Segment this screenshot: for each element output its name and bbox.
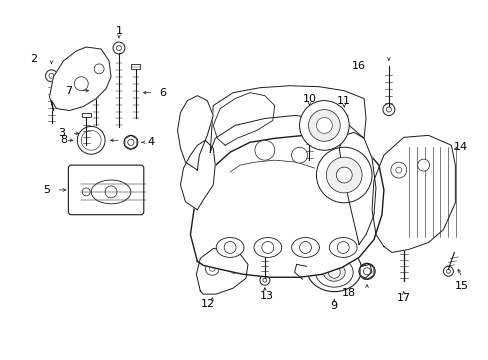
Polygon shape xyxy=(177,96,213,170)
Circle shape xyxy=(74,77,88,91)
Ellipse shape xyxy=(216,238,244,257)
Circle shape xyxy=(299,100,348,150)
Circle shape xyxy=(224,242,236,253)
Ellipse shape xyxy=(253,238,281,257)
Circle shape xyxy=(77,126,105,154)
Circle shape xyxy=(259,275,269,285)
Polygon shape xyxy=(213,93,274,145)
Circle shape xyxy=(386,107,390,112)
Bar xyxy=(81,113,90,117)
Circle shape xyxy=(89,55,103,69)
Circle shape xyxy=(325,157,361,193)
Text: 17: 17 xyxy=(396,293,410,303)
FancyBboxPatch shape xyxy=(68,165,143,215)
Circle shape xyxy=(205,261,219,275)
Circle shape xyxy=(308,109,340,141)
Circle shape xyxy=(81,130,101,150)
Text: 5: 5 xyxy=(43,185,50,195)
Circle shape xyxy=(364,268,369,274)
Circle shape xyxy=(262,242,273,253)
Circle shape xyxy=(209,265,215,271)
Circle shape xyxy=(127,139,134,145)
Bar xyxy=(339,105,348,111)
Circle shape xyxy=(94,59,99,64)
Bar xyxy=(398,239,408,247)
Text: 18: 18 xyxy=(342,288,356,298)
Circle shape xyxy=(94,64,104,74)
Bar xyxy=(131,64,140,69)
Circle shape xyxy=(45,70,57,82)
Circle shape xyxy=(86,135,96,145)
Ellipse shape xyxy=(91,180,131,204)
Text: 14: 14 xyxy=(453,142,468,152)
Ellipse shape xyxy=(306,247,361,292)
Text: 11: 11 xyxy=(337,96,350,105)
Circle shape xyxy=(229,264,239,273)
Circle shape xyxy=(382,104,394,116)
Circle shape xyxy=(299,242,311,253)
Ellipse shape xyxy=(315,257,352,287)
Circle shape xyxy=(316,147,371,203)
Text: 12: 12 xyxy=(201,299,215,309)
Circle shape xyxy=(303,156,315,168)
Circle shape xyxy=(358,264,374,279)
Polygon shape xyxy=(339,132,375,244)
Circle shape xyxy=(417,159,428,171)
Circle shape xyxy=(254,140,274,160)
Circle shape xyxy=(336,167,351,183)
Circle shape xyxy=(446,269,449,273)
Circle shape xyxy=(49,73,54,78)
Text: 10: 10 xyxy=(302,94,316,104)
Circle shape xyxy=(316,117,332,133)
Text: 6: 6 xyxy=(159,88,166,98)
Ellipse shape xyxy=(328,238,356,257)
Circle shape xyxy=(82,188,90,196)
Circle shape xyxy=(116,46,121,50)
Ellipse shape xyxy=(323,264,345,281)
Ellipse shape xyxy=(291,238,319,257)
Circle shape xyxy=(358,264,374,279)
Text: 2: 2 xyxy=(30,54,37,64)
Text: 13: 13 xyxy=(259,291,273,301)
Circle shape xyxy=(443,266,452,276)
Text: 8: 8 xyxy=(60,135,67,145)
Polygon shape xyxy=(180,140,215,210)
Circle shape xyxy=(113,42,124,54)
Text: 16: 16 xyxy=(351,61,366,71)
Circle shape xyxy=(306,159,311,165)
Polygon shape xyxy=(210,86,366,152)
Polygon shape xyxy=(371,135,454,252)
Polygon shape xyxy=(190,135,383,277)
Text: 9: 9 xyxy=(330,301,337,311)
Text: 15: 15 xyxy=(454,281,468,291)
Circle shape xyxy=(390,162,406,178)
Circle shape xyxy=(337,242,348,253)
Circle shape xyxy=(395,167,401,173)
Circle shape xyxy=(232,266,236,270)
Text: 4: 4 xyxy=(147,137,154,147)
Circle shape xyxy=(105,186,117,198)
Circle shape xyxy=(363,268,370,275)
Text: 3: 3 xyxy=(58,129,65,138)
Polygon shape xyxy=(49,47,111,111)
Text: 7: 7 xyxy=(65,86,72,96)
Circle shape xyxy=(327,266,340,278)
Circle shape xyxy=(291,147,307,163)
Circle shape xyxy=(263,278,266,282)
Text: 1: 1 xyxy=(115,26,122,36)
Circle shape xyxy=(123,135,138,149)
